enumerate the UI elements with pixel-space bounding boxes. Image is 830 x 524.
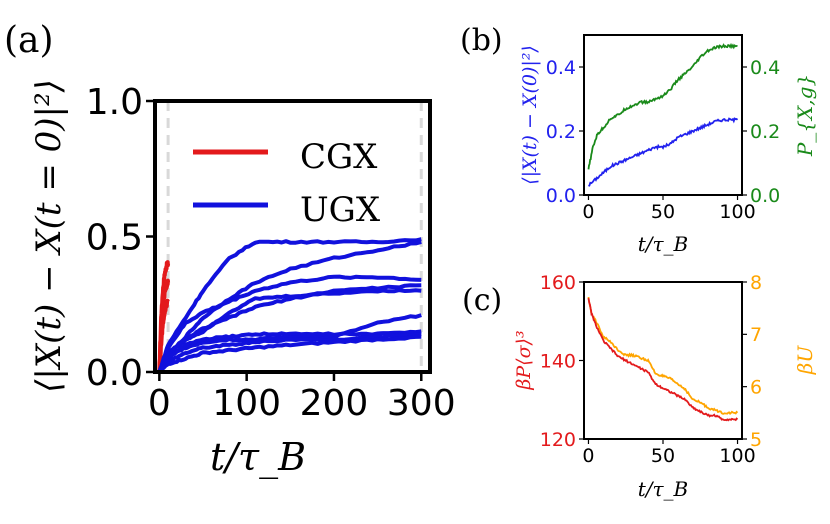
x-tick-label: 100 [719,201,755,223]
y-tick-label: 0.5 [86,217,143,258]
series-line-ugx [157,288,422,374]
x-tick-label: 0 [148,383,171,424]
y-tick-label: 0.0 [546,185,576,207]
panel-b-xlabel: t/τ_B [638,232,689,256]
panel-c-label: (c) [462,283,502,318]
x-tick-label: 200 [300,383,369,424]
panel-b-plot-area [587,42,739,187]
series-line-ugx [158,332,422,374]
panel-b-frame [583,34,743,196]
panel-b-ylabel-left: ⟨|X(t) − X(0)|²⟩ [519,45,541,185]
x-tick-label: 0 [582,201,594,223]
y-tick-label-right: 0.0 [750,185,780,207]
panel-c-ylabel-left: βP⟨σ⟩³ [513,330,535,390]
y-tick-label-right: 8 [750,272,762,294]
panel-a-ticks: 0 100 200 300 0.0 0.5 1.0 [86,82,456,424]
panel-c-plot-area [587,296,739,422]
y-tick-label-right: 0.4 [750,57,780,79]
series-line-ugx [157,237,422,373]
y-tick-label-right: 7 [750,324,762,346]
panel-b-ylabel-right: P_{X,g} [793,74,817,157]
y-tick-label: 120 [540,429,576,451]
series-line-ugx [157,329,422,374]
energy-line [587,296,739,416]
panel-c-xlabel: t/τ_B [638,477,689,501]
panel-a-ylabel: ⟨|X(t) − X(t = 0)|²⟩ [29,79,69,393]
x-tick-label: 100 [719,445,755,467]
y-tick-label: 1.0 [86,82,143,123]
x-tick-label: 100 [212,383,281,424]
y-tick-label-right: 6 [750,377,762,399]
panel-a-legend: CGX UGX [193,137,381,230]
msd-line [588,117,739,187]
series-line-cgx [157,298,170,373]
x-tick-label: 50 [651,445,675,467]
panel-c: (c) 0 50 100 120 140 160 5 6 7 8 t/τ_B βP⟨σ⟩³ βU [462,272,817,501]
series-line-ugx [157,274,422,373]
y-tick-label: 160 [540,272,576,294]
legend-cgx-label: CGX [300,137,378,177]
panel-a: (a) 0 100 200 300 0.0 0.5 1.0 t/τ_B ⟨|X(t) − X… [4,20,456,480]
series-line-ugx [157,239,422,373]
p-xg-line [587,42,738,170]
panel-c-ticks: 0 50 100 120 140 160 5 6 7 8 [540,272,762,467]
y-tick-label-right: 5 [750,429,762,451]
x-tick-label: 300 [387,383,456,424]
x-tick-label: 0 [582,445,594,467]
y-tick-label: 0.4 [546,57,576,79]
y-tick-label: 0.0 [86,353,143,394]
panel-a-plot-area [157,101,423,374]
panel-c-ylabel-right: βU [793,345,817,376]
series-line-ugx [157,334,422,374]
y-tick-label-right: 0.2 [750,121,780,143]
panel-a-label: (a) [4,20,54,61]
panel-a-xlabel: t/τ_B [210,435,306,480]
x-tick-label: 50 [651,201,675,223]
panel-b-label: (b) [460,23,503,58]
pressure-line [587,297,739,422]
y-tick-label: 140 [540,350,576,372]
legend-ugx-label: UGX [300,190,381,230]
y-tick-label: 0.2 [546,121,576,143]
panel-c-frame [583,281,743,440]
